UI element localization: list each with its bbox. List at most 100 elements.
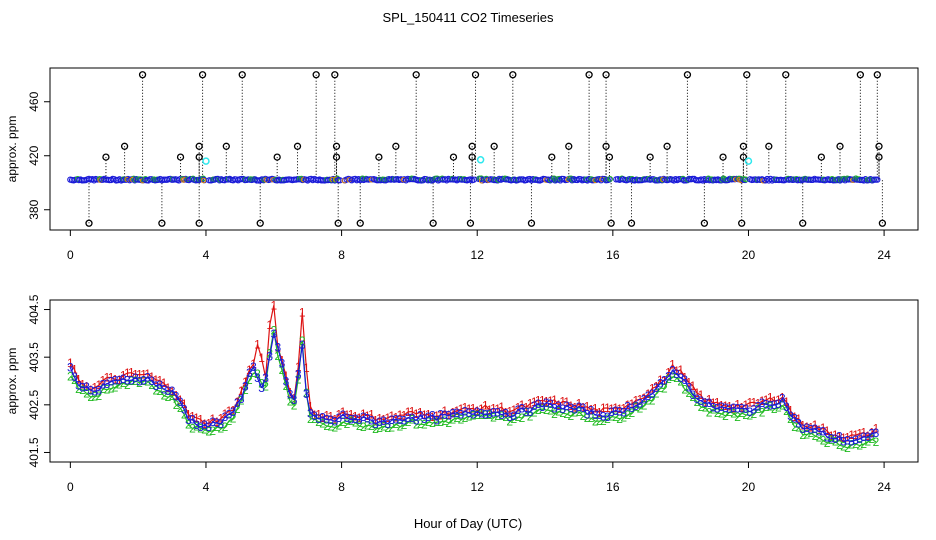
series-2-segment [119,382,124,385]
bottom-y-axis-label: approx. ppm [5,348,19,415]
series-1-segment [78,379,84,385]
outlier-point [602,71,610,79]
series-1-segment [155,379,160,382]
series-1-segment [220,413,226,419]
series-2-segment [261,382,266,387]
series-3-segment [627,405,633,409]
bottom-y-tick-label: 401.5 [27,437,41,467]
series-2-segment [82,389,88,394]
series-3-segment [505,412,511,418]
outlier-point [176,153,185,161]
series-1-segment [753,401,759,405]
series-2-segment [871,438,877,443]
series-3-segment [859,436,865,440]
series-1-segment [73,369,80,380]
series-2-segment [371,425,376,430]
series-3-segment [765,403,771,406]
series-3-segment [843,439,848,443]
series-3-segment [655,383,661,389]
outlier-point [293,142,302,150]
series-3-segment [590,410,596,416]
series-2-segment [769,405,775,410]
series-3-segment [387,419,393,425]
series-3-segment [415,415,421,421]
outlier-point [334,219,342,227]
outlier-point [739,153,748,161]
series-2-segment [98,388,104,397]
series-2-segment [684,389,690,394]
series-1-segment [558,400,564,406]
series-1-segment [289,392,295,399]
series-2-segment [432,421,437,424]
cyan-highlight-point [202,157,210,165]
series-1-segment [484,404,490,411]
series-3-segment [806,427,812,431]
series-3-segment [619,410,624,414]
series-2-segment [244,379,250,391]
series-1-segment [476,408,482,412]
series-1-segment [346,413,352,416]
series-3-segment [566,405,572,409]
series-3-segment [570,407,576,410]
series-2-segment [607,416,612,420]
series-1-segment [831,434,836,437]
series-3-segment [676,373,682,379]
outlier-point [312,71,320,79]
bottom-y-tick-label: 402.5 [27,389,41,419]
series-1-segment [761,399,767,402]
series-3-segment [647,393,653,397]
series-2-segment [285,385,291,402]
series-2-segment [440,420,445,423]
series-2-segment [814,435,820,439]
series-3-segment [346,417,352,421]
series-1-segment [550,399,555,402]
series-2-segment [379,425,384,429]
series-1-segment [147,373,153,378]
series-1-segment [847,434,852,439]
series-1-segment [330,415,336,420]
series-2-segment [216,426,222,430]
series-2-segment [619,416,624,420]
series-2-segment [403,421,409,426]
series-1-segment [586,406,592,411]
series-2-segment [350,420,356,423]
series-1-segment [716,401,722,406]
series-3-segment [452,412,457,415]
series-3-segment [318,416,323,420]
series-3-segment [159,384,165,390]
series-2-segment [550,410,555,415]
series-1-segment [871,427,877,434]
series-2-segment [639,405,645,409]
series-1-segment [326,415,331,417]
series-2-segment [159,390,165,397]
series-1-segment [562,400,567,403]
series-2-segment [114,383,120,388]
series-3-segment [424,416,429,420]
series-2-segment [208,430,213,433]
series-3-segment [798,423,804,430]
series-2-segment [721,413,726,417]
series-3-segment [635,403,641,407]
top-plot-area [67,71,887,227]
outlier-point [799,219,807,227]
series-3-segment [94,389,99,393]
top-data-point-alt [381,176,388,183]
series-1-segment [122,372,128,376]
series-1-segment [358,413,364,419]
series-3-segment [481,412,486,416]
series-1-segment [639,397,645,400]
series-2-segment [151,384,157,391]
bottom-x-tick-label: 20 [742,480,756,494]
series-2-segment [86,392,92,398]
top-data-point-alt [556,175,563,182]
series-1-segment [578,403,584,409]
series-3-segment [163,388,169,392]
series-1-segment [102,376,108,381]
series-3-segment [501,412,506,416]
series-3-segment [256,377,263,389]
series-1-segment [143,373,148,376]
series-2-segment [200,427,205,431]
outlier-point [138,71,147,79]
series-3-segment [834,436,840,440]
series-2-segment [293,379,299,406]
